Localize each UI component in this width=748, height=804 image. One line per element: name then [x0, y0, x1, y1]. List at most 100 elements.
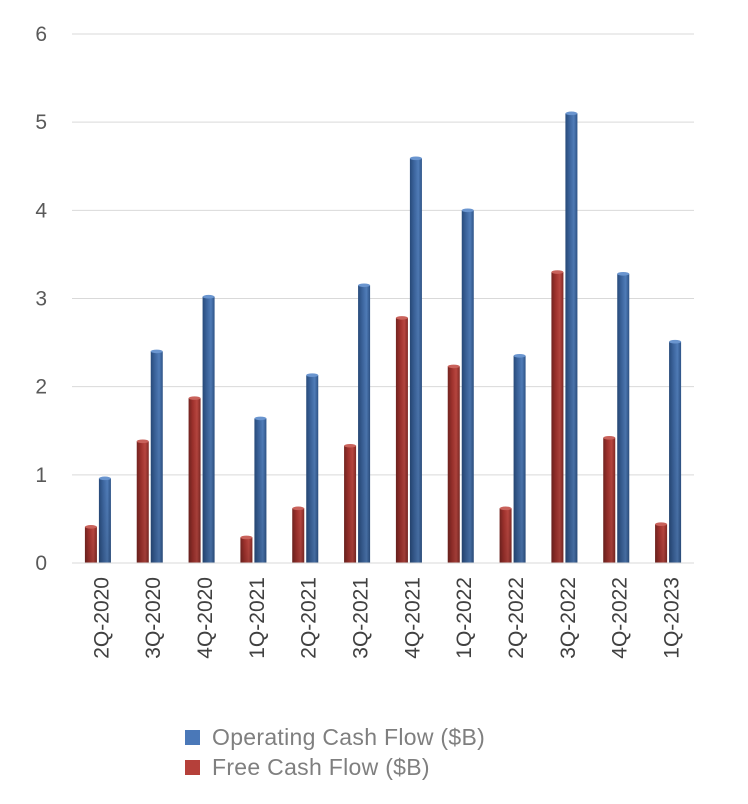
- legend-label-operating-cash-flow: Operating Cash Flow ($B): [212, 723, 486, 750]
- legend-swatch-operating-cash-flow: [185, 729, 200, 745]
- y-tick-label: 3: [35, 288, 47, 311]
- bar-cap: [395, 316, 408, 320]
- bar-operating-cash-flow-3Q-2022: [565, 111, 578, 563]
- y-tick-label: 2: [35, 376, 47, 399]
- bar-free-cash-flow-3Q-2021: [344, 443, 357, 563]
- y-tick-label: 5: [35, 111, 47, 134]
- legend-item-operating-cash-flow: Operating Cash Flow ($B): [185, 722, 485, 752]
- bar-shade: [669, 341, 682, 563]
- bar-shade: [499, 508, 512, 563]
- legend-item-free-cash-flow: Free Cash Flow ($B): [185, 752, 485, 782]
- legend-swatch-free-cash-flow: [185, 759, 200, 775]
- bar-operating-cash-flow-4Q-2020: [202, 294, 215, 563]
- x-tick-label: 3Q-2022: [557, 577, 580, 659]
- bar-operating-cash-flow-1Q-2021: [254, 416, 267, 563]
- legend: Operating Cash Flow ($B) Free Cash Flow …: [185, 722, 485, 782]
- bar-free-cash-flow-2Q-2021: [292, 506, 305, 563]
- x-tick-label: 4Q-2020: [194, 577, 217, 659]
- x-tick-label: 2Q-2020: [90, 577, 113, 659]
- bar-cap: [499, 506, 512, 511]
- x-tick-label: 1Q-2021: [246, 577, 269, 659]
- bar-free-cash-flow-4Q-2020: [188, 396, 201, 563]
- bar-operating-cash-flow-2Q-2020: [98, 476, 111, 563]
- bar-cap: [358, 283, 371, 288]
- y-axis-ticks: 0 1 2 3 4 5 6: [35, 23, 47, 575]
- bar-free-cash-flow-4Q-2021: [395, 316, 408, 563]
- bar-shade: [461, 210, 474, 564]
- x-tick-label: 4Q-2022: [609, 577, 632, 659]
- x-tick-label: 2Q-2021: [298, 577, 321, 659]
- bar-shade: [240, 537, 253, 563]
- bar-shade: [617, 273, 630, 563]
- bar-operating-cash-flow-2Q-2021: [306, 373, 319, 563]
- bar-operating-cash-flow-1Q-2023: [669, 339, 682, 563]
- bar-shade: [655, 524, 668, 563]
- bar-cap: [188, 396, 201, 400]
- x-tick-label: 4Q-2021: [401, 577, 424, 659]
- bar-free-cash-flow-2Q-2022: [499, 506, 512, 563]
- y-tick-label: 6: [35, 23, 47, 46]
- bar-cap: [344, 443, 357, 448]
- bar-shade: [254, 418, 267, 563]
- bar-shade: [202, 296, 215, 563]
- gridlines: [72, 33, 694, 476]
- bar-shade: [551, 272, 564, 563]
- bar-shade: [150, 351, 163, 563]
- bar-cap: [669, 339, 682, 344]
- bar-cap: [409, 156, 422, 161]
- bar-cap: [551, 270, 564, 274]
- bar-operating-cash-flow-4Q-2021: [409, 156, 422, 563]
- bar-cap: [84, 525, 97, 529]
- bar-free-cash-flow-1Q-2023: [655, 522, 668, 563]
- bar-cap: [617, 272, 630, 276]
- bar-free-cash-flow-4Q-2022: [603, 436, 616, 563]
- bar-cap: [240, 535, 253, 540]
- y-tick-label: 1: [35, 464, 47, 487]
- bar-shade: [358, 285, 371, 563]
- bar-operating-cash-flow-4Q-2022: [617, 272, 630, 563]
- bar-cap: [150, 349, 163, 354]
- legend-label-free-cash-flow: Free Cash Flow ($B): [212, 753, 430, 780]
- bar-shade: [513, 355, 526, 563]
- bar-shade: [136, 441, 149, 563]
- x-tick-label: 1Q-2022: [453, 577, 476, 659]
- bar-cap: [447, 364, 460, 369]
- bar-free-cash-flow-3Q-2020: [136, 439, 149, 563]
- bar-operating-cash-flow-3Q-2021: [358, 283, 371, 563]
- bar-shade: [344, 445, 357, 563]
- bar-shade: [447, 366, 460, 563]
- bar-shade: [188, 398, 201, 563]
- bar-shade: [603, 437, 616, 563]
- x-tick-label: 2Q-2022: [505, 577, 528, 659]
- x-axis-ticks: 2Q-2020 3Q-2020 4Q-2020 1Q-2021 2Q-2021 3Q-20…: [90, 577, 683, 659]
- bar-cap: [136, 439, 149, 444]
- bar-shade: [84, 526, 97, 563]
- bar-cap: [292, 506, 305, 511]
- bar-shade: [409, 158, 422, 563]
- bar-shade: [395, 317, 408, 563]
- bar-cap: [461, 208, 474, 213]
- y-tick-label: 0: [35, 552, 47, 575]
- bar-free-cash-flow-3Q-2022: [551, 270, 564, 563]
- bar-cap: [655, 522, 668, 527]
- bar-operating-cash-flow-3Q-2020: [150, 349, 163, 563]
- bar-cap: [603, 436, 616, 440]
- bar-cap: [565, 111, 578, 116]
- bar-cap: [202, 294, 215, 299]
- bar-free-cash-flow-2Q-2020: [84, 525, 97, 563]
- bar-shade: [292, 508, 305, 563]
- bar-cap: [254, 416, 267, 421]
- y-tick-label: 4: [35, 199, 47, 222]
- x-tick-label: 3Q-2021: [349, 577, 372, 659]
- bar-cap: [306, 373, 319, 378]
- bar-shade: [565, 113, 578, 563]
- x-tick-label: 1Q-2023: [660, 577, 683, 659]
- bar-cap: [513, 354, 526, 358]
- bar-shade: [306, 375, 319, 563]
- bar-free-cash-flow-1Q-2021: [240, 535, 253, 563]
- bar-free-cash-flow-1Q-2022: [447, 364, 460, 563]
- bar-shade: [98, 478, 111, 563]
- bar-operating-cash-flow-1Q-2022: [461, 208, 474, 564]
- x-tick-label: 3Q-2020: [142, 577, 165, 659]
